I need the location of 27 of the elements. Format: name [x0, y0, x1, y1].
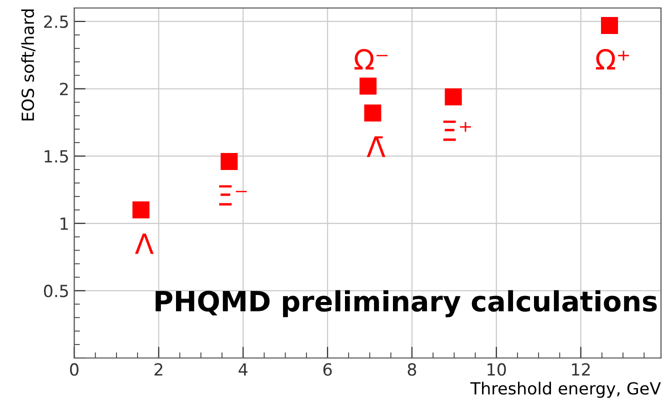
y-tick-label: 0.5 — [44, 284, 68, 298]
annotation: Λ̄ — [366, 136, 386, 158]
point — [601, 16, 618, 34]
x-tick-label: 0 — [70, 363, 78, 376]
annotation: Ω⁺ — [596, 49, 629, 70]
point — [444, 88, 462, 106]
annotation: Ξ⁻ — [219, 185, 247, 206]
y-axis-title: EOS soft/hard — [21, 10, 36, 120]
y-tick-label: 1 — [60, 218, 68, 230]
x-tick-label: 6 — [323, 363, 332, 376]
x-tick-label: 2 — [154, 363, 162, 376]
point — [364, 104, 382, 122]
point — [132, 201, 150, 218]
y-tick-label: 2 — [60, 82, 68, 96]
annotation: Λ — [135, 234, 154, 254]
y-tick-label: 2.5 — [44, 15, 68, 28]
point — [220, 152, 238, 170]
point — [360, 78, 377, 95]
annotation: PHQMD preliminary calculations — [156, 290, 657, 318]
x-tick-label: 12 — [572, 363, 590, 376]
annotation: Ξ⁺ — [443, 120, 471, 141]
x-tick-label: 10 — [488, 363, 506, 376]
x-tick-label: 8 — [408, 363, 416, 376]
x-tick-label: 4 — [238, 363, 248, 376]
y-tick-label: 1.5 — [44, 150, 68, 163]
x-axis-title: Threshold energy, GeV — [470, 382, 661, 398]
annotation: Ω⁻ — [354, 49, 388, 70]
